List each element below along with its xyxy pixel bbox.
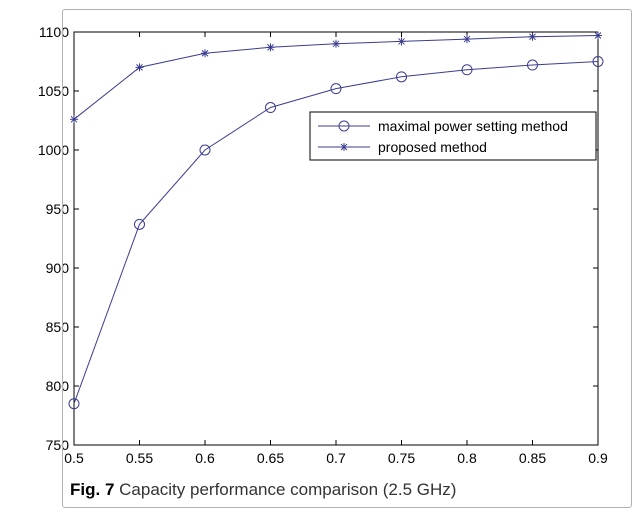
x-tick-label: 0.9 [588, 450, 608, 466]
figure-caption-label: Fig. 7 [70, 480, 115, 499]
x-tick-label: 0.75 [388, 450, 415, 466]
y-tick-label: 950 [46, 201, 70, 217]
data-point [330, 83, 342, 95]
data-point [461, 64, 473, 76]
legend-box [309, 111, 597, 161]
data-point [332, 39, 340, 48]
data-point [199, 144, 211, 156]
legend-marker [338, 120, 350, 132]
data-point [463, 35, 471, 44]
data-point [201, 49, 209, 58]
data-point [397, 37, 406, 46]
series-line [73, 61, 599, 404]
data-point [135, 63, 144, 72]
data-point [528, 32, 537, 41]
star-stroke [594, 32, 602, 39]
figure-caption-text: Capacity performance comparison (2.5 GHz… [119, 480, 457, 499]
y-tick-label: 1000 [38, 142, 69, 158]
star-stroke [136, 64, 143, 71]
y-tick-label: 1100 [39, 24, 69, 40]
figure-caption: Fig. 7 Capacity performance comparison (… [70, 480, 456, 500]
star-stroke [398, 38, 405, 45]
star-stroke [340, 143, 348, 151]
legend-label: proposed method [378, 139, 487, 155]
legend-label: maximal power setting method [378, 118, 568, 134]
legend-marker [340, 143, 348, 151]
series-layer [68, 31, 604, 410]
x-tick-label: 0.5 [64, 450, 84, 466]
legend: maximal power setting method proposed met… [309, 111, 597, 161]
y-tick-label: 850 [46, 319, 70, 335]
star-stroke [267, 43, 274, 51]
data-point [134, 218, 145, 230]
data-point [527, 59, 538, 71]
series-1 [68, 56, 604, 410]
star-stroke [332, 40, 340, 48]
x-tick-label: 0.8 [457, 450, 477, 466]
line-chart: 0.5 0.55 0.6 0.65 0.7 0.75 0.8 0.85 0.9 750 800 850… [38, 24, 608, 466]
star-stroke [529, 33, 536, 41]
data-point [266, 43, 275, 52]
star-stroke [70, 115, 78, 123]
data-point [594, 31, 602, 40]
data-point [592, 56, 604, 67]
y-tick-label: 900 [46, 260, 70, 276]
x-tick-label: 0.85 [519, 450, 546, 466]
x-tick-label: 0.7 [326, 450, 346, 466]
star-stroke [201, 49, 209, 57]
data-point [70, 115, 78, 124]
x-tick-label: 0.65 [257, 450, 284, 466]
data-point [396, 71, 407, 83]
series-line [73, 35, 599, 120]
data-point [265, 102, 276, 114]
x-tick-label: 0.6 [195, 450, 215, 466]
y-tick-label: 800 [46, 378, 70, 394]
y-tick-label: 750 [46, 437, 70, 453]
series-2 [70, 31, 602, 124]
x-tick-label: 0.55 [126, 450, 153, 466]
y-tick-label: 1050 [38, 83, 69, 99]
plot-area: 0.5 0.55 0.6 0.65 0.7 0.75 0.8 0.85 0.9 750 800 850… [38, 24, 608, 466]
data-point [68, 398, 80, 410]
star-stroke [463, 35, 471, 43]
